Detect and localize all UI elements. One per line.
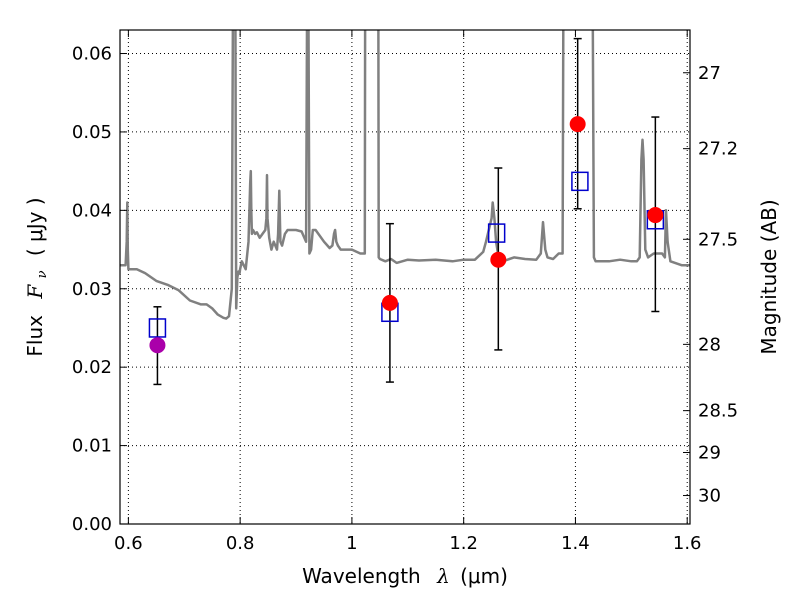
x-tick-label: 1.4 (561, 533, 590, 554)
x-tick-label: 0.6 (114, 533, 143, 554)
y2-tick-label: 28 (698, 334, 721, 355)
y2-tick-label: 27.5 (698, 229, 738, 250)
plot-frame (119, 29, 691, 525)
model-box-marker (571, 171, 589, 192)
x-tick-label: 1.2 (449, 533, 478, 554)
y-axis-label-subscript: ν (35, 270, 50, 278)
x-tick-label: 0.8 (226, 533, 255, 554)
grid-lines (120, 30, 690, 524)
plot-background (120, 30, 690, 524)
y2-tick-label: 28.5 (698, 401, 738, 422)
y-axis-label-unit: ( μJy ) (23, 197, 47, 256)
y2-tick-label: 29 (698, 442, 721, 463)
observed-point (569, 116, 586, 133)
y-tick-label: 0.04 (72, 200, 112, 221)
x-axis-label-unit: (μm) (460, 564, 508, 588)
observed-point (381, 294, 398, 311)
observed-point (149, 337, 166, 354)
x-axis-label-symbol: λ (436, 564, 450, 588)
model-spectrum-line (120, 30, 690, 320)
plot-markers (148, 37, 665, 386)
observed-point (490, 251, 507, 268)
y-axis-label: Flux F ν ( μJy ) (23, 197, 51, 356)
y-axis-label-text: Flux (23, 315, 47, 357)
y-axis-label-symbol: F (23, 284, 47, 300)
y-tick-label: 0.03 (72, 279, 112, 300)
y2-tick-label: 27.2 (698, 139, 738, 160)
y2-tick-label: 30 (698, 486, 721, 507)
axis-ticks: 0.6 0.8 1 1.2 1.4 1.6 0.00 0.01 0.02 0.03 0.04 0.05… (72, 30, 738, 554)
x-axis-label-text: Wavelength (302, 564, 421, 588)
x-tick-label: 1 (346, 533, 357, 554)
x-tick-label: 1.6 (673, 533, 702, 554)
y2-tick-label: 27 (698, 63, 721, 84)
observed-point (647, 207, 664, 224)
y2-axis-label: Magnitude (AB) (757, 199, 781, 354)
plot-series (120, 30, 690, 320)
x-axis-label: Wavelength λ (μm) (302, 564, 508, 588)
y-tick-label: 0.01 (72, 436, 112, 457)
model-box-marker (148, 318, 167, 338)
y-tick-label: 0.00 (72, 514, 112, 535)
model-box-marker (487, 223, 506, 243)
y-tick-label: 0.02 (72, 357, 112, 378)
y-tick-label: 0.06 (72, 44, 112, 65)
y-tick-label: 0.05 (72, 122, 112, 143)
